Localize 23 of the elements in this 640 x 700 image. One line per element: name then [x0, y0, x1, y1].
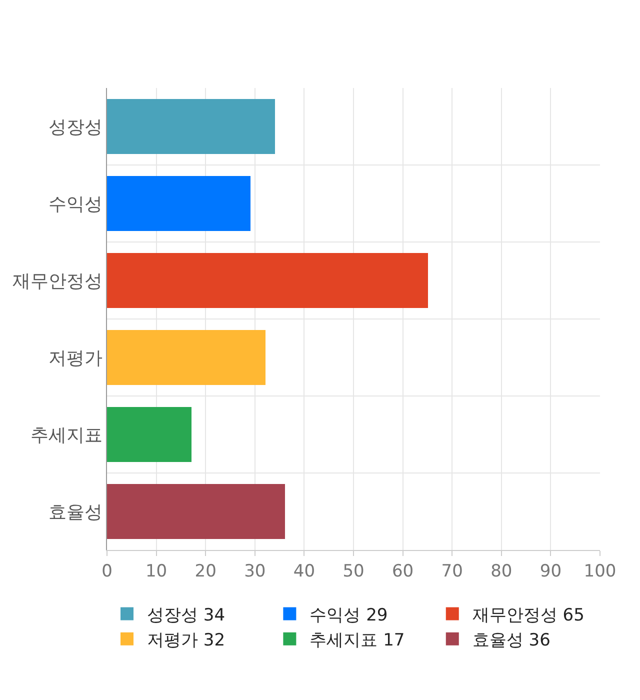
legend-label: 추세지표 17: [310, 630, 405, 650]
x-tick-label: 50: [342, 561, 364, 582]
y-tick-label: 수익성: [48, 194, 102, 215]
y-tick-label: 성장성: [48, 116, 102, 138]
legend-label: 효율성 36: [472, 630, 550, 650]
x-tick-label: 20: [194, 561, 216, 582]
x-tick-label: 60: [392, 561, 414, 582]
y-tick-label: 효율성: [48, 502, 102, 523]
x-tick-label: 40: [293, 561, 316, 582]
y-tick-label: 재무안정성: [12, 270, 102, 292]
x-tick-label: 90: [540, 561, 562, 582]
legend-label: 저평가 32: [147, 630, 226, 650]
x-tick-label: 80: [490, 561, 512, 582]
x-tick-label: 70: [441, 561, 463, 582]
legend-label: 수익성 29: [310, 605, 388, 626]
y-tick-label: 추세지표: [30, 424, 102, 446]
y-tick-label: 저평가: [48, 348, 102, 369]
x-tick-label: 0: [102, 561, 112, 582]
x-tick-label: 100: [584, 561, 616, 582]
x-tick-label: 30: [244, 561, 266, 582]
legend-label: 성장성 34: [147, 605, 226, 626]
legend-label: 재무안정성 65: [472, 605, 584, 626]
x-tick-label: 10: [145, 561, 168, 582]
